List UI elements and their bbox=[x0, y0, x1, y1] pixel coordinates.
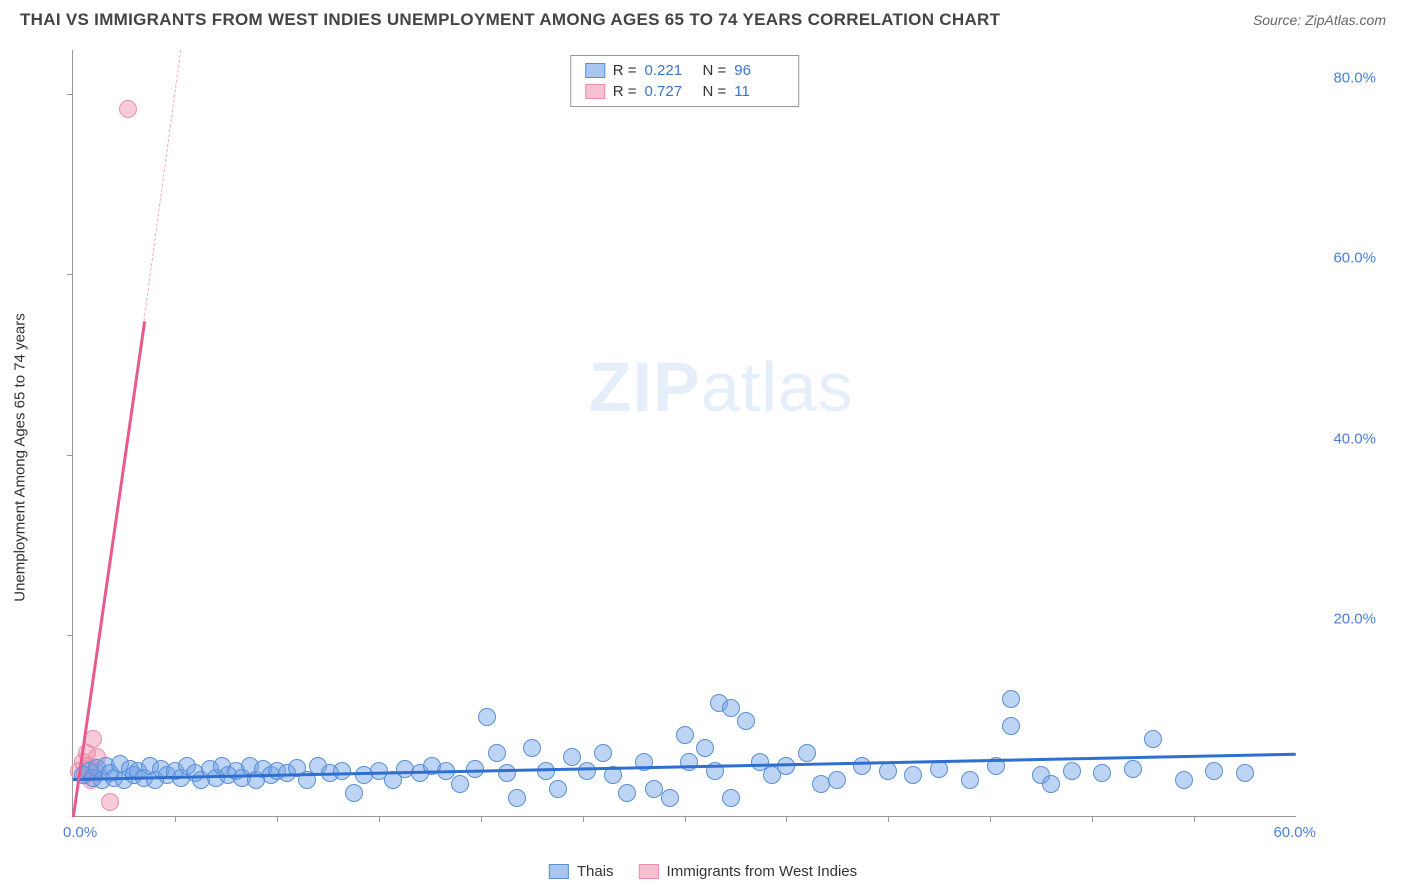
bottom-legend: Thais Immigrants from West Indies bbox=[549, 863, 857, 880]
data-point bbox=[594, 744, 612, 762]
r-value-wi: 0.727 bbox=[645, 83, 695, 100]
plot-area: ZIPatlas 0.0% 60.0% R = 0.221 N = 96 R =… bbox=[72, 50, 1296, 817]
data-point bbox=[696, 739, 714, 757]
trend-line bbox=[72, 321, 146, 817]
data-point bbox=[618, 784, 636, 802]
legend-label-thais: Thais bbox=[577, 863, 614, 880]
data-point bbox=[1144, 730, 1162, 748]
legend-stats-row-thais: R = 0.221 N = 96 bbox=[585, 60, 785, 81]
chart-container: Unemployment Among Ages 65 to 74 years Z… bbox=[50, 50, 1386, 847]
y-tick-label: 60.0% bbox=[1333, 250, 1376, 267]
data-point bbox=[1236, 764, 1254, 782]
r-value-thais: 0.221 bbox=[645, 62, 695, 79]
data-point bbox=[508, 789, 526, 807]
swatch-west-indies bbox=[585, 84, 605, 99]
data-point bbox=[84, 730, 102, 748]
data-point bbox=[549, 780, 567, 798]
data-point bbox=[1063, 762, 1081, 780]
legend-label-wi: Immigrants from West Indies bbox=[667, 863, 858, 880]
n-label: N = bbox=[703, 62, 727, 79]
data-point bbox=[853, 757, 871, 775]
data-point bbox=[478, 708, 496, 726]
data-point bbox=[101, 793, 119, 811]
data-point bbox=[722, 789, 740, 807]
data-point bbox=[680, 753, 698, 771]
data-point bbox=[777, 757, 795, 775]
swatch-thais bbox=[585, 63, 605, 78]
data-point bbox=[722, 699, 740, 717]
legend-item-thais: Thais bbox=[549, 863, 614, 880]
r-label: R = bbox=[613, 83, 637, 100]
data-point bbox=[812, 775, 830, 793]
legend-stats-row-wi: R = 0.727 N = 11 bbox=[585, 81, 785, 102]
chart-header: THAI VS IMMIGRANTS FROM WEST INDIES UNEM… bbox=[0, 0, 1406, 35]
data-point bbox=[961, 771, 979, 789]
x-origin-label: 0.0% bbox=[63, 824, 97, 841]
legend-stats-box: R = 0.221 N = 96 R = 0.727 N = 11 bbox=[570, 55, 800, 107]
data-point bbox=[661, 789, 679, 807]
data-point bbox=[523, 739, 541, 757]
data-point bbox=[676, 726, 694, 744]
n-label: N = bbox=[703, 83, 727, 100]
y-tick-label: 20.0% bbox=[1333, 610, 1376, 627]
swatch-wi-bottom bbox=[639, 864, 659, 879]
data-point bbox=[879, 762, 897, 780]
data-point bbox=[828, 771, 846, 789]
trend-line bbox=[144, 50, 182, 320]
y-axis-label: Unemployment Among Ages 65 to 74 years bbox=[12, 313, 29, 602]
legend-item-wi: Immigrants from West Indies bbox=[639, 863, 858, 880]
r-label: R = bbox=[613, 62, 637, 79]
n-value-thais: 96 bbox=[734, 62, 784, 79]
data-point bbox=[333, 762, 351, 780]
data-point bbox=[578, 762, 596, 780]
data-point bbox=[1205, 762, 1223, 780]
y-tick-label: 40.0% bbox=[1333, 430, 1376, 447]
data-point bbox=[904, 766, 922, 784]
data-point bbox=[1175, 771, 1193, 789]
data-point bbox=[737, 712, 755, 730]
data-point bbox=[930, 760, 948, 778]
source-attribution: Source: ZipAtlas.com bbox=[1253, 12, 1386, 28]
data-point bbox=[1124, 760, 1142, 778]
data-point bbox=[498, 764, 516, 782]
y-tick-label: 80.0% bbox=[1333, 70, 1376, 87]
data-point bbox=[1002, 717, 1020, 735]
data-point bbox=[537, 762, 555, 780]
data-point bbox=[645, 780, 663, 798]
watermark: ZIPatlas bbox=[589, 347, 854, 427]
data-point bbox=[1002, 690, 1020, 708]
data-point bbox=[1042, 775, 1060, 793]
n-value-wi: 11 bbox=[734, 83, 784, 100]
data-point bbox=[1093, 764, 1111, 782]
data-point bbox=[451, 775, 469, 793]
x-end-label: 60.0% bbox=[1273, 824, 1316, 841]
chart-title: THAI VS IMMIGRANTS FROM WEST INDIES UNEM… bbox=[20, 10, 1000, 30]
data-point bbox=[563, 748, 581, 766]
data-point bbox=[345, 784, 363, 802]
swatch-thais-bottom bbox=[549, 864, 569, 879]
data-point bbox=[119, 100, 137, 118]
data-point bbox=[798, 744, 816, 762]
data-point bbox=[488, 744, 506, 762]
